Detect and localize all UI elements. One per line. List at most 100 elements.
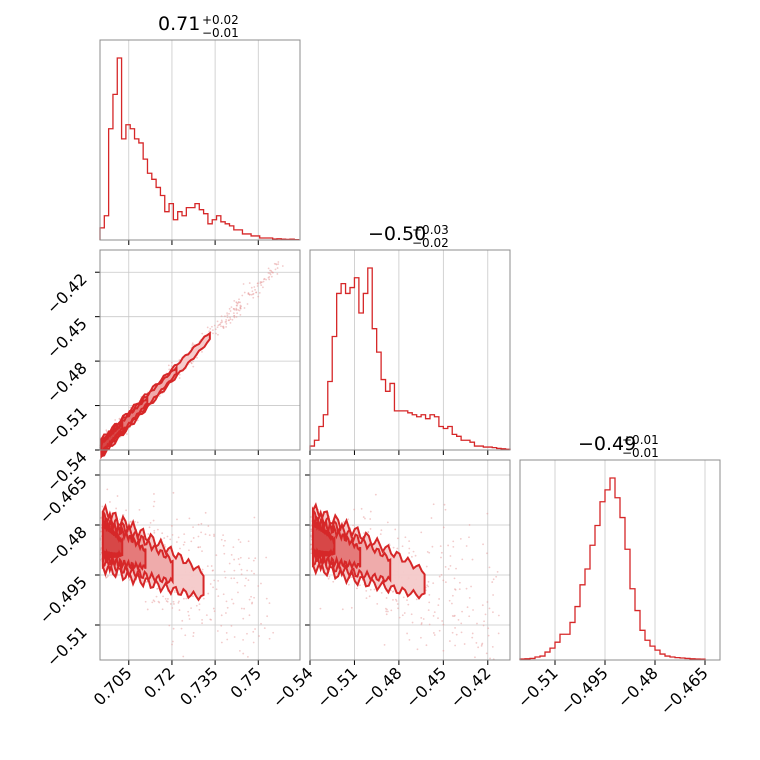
sample-point bbox=[224, 539, 226, 542]
sample-point bbox=[495, 575, 498, 578]
sample-point bbox=[430, 517, 433, 519]
sample-point bbox=[180, 627, 183, 630]
sample-point bbox=[474, 656, 476, 659]
sample-point bbox=[225, 319, 228, 321]
sample-point bbox=[171, 534, 174, 536]
sample-point bbox=[459, 537, 462, 540]
sample-point bbox=[426, 584, 429, 587]
sample-point bbox=[166, 535, 169, 538]
histogram-title: −0.50 bbox=[368, 223, 426, 245]
sample-point bbox=[177, 601, 180, 604]
sample-point bbox=[219, 323, 222, 326]
title-plus-error: +0.03 bbox=[412, 223, 449, 237]
sample-point bbox=[226, 312, 229, 315]
sample-point bbox=[243, 607, 246, 610]
sample-point bbox=[442, 526, 445, 529]
sample-point bbox=[482, 624, 485, 627]
sample-point bbox=[225, 322, 228, 325]
sample-point bbox=[237, 591, 239, 594]
sample-point bbox=[167, 364, 170, 367]
sample-point bbox=[432, 503, 435, 506]
sample-point bbox=[190, 362, 193, 365]
sample-point bbox=[168, 368, 171, 371]
sample-point bbox=[260, 582, 262, 585]
sample-point bbox=[250, 570, 253, 572]
sample-point bbox=[408, 547, 411, 550]
sample-point bbox=[483, 620, 485, 623]
sample-point bbox=[239, 307, 242, 310]
sample-point bbox=[171, 607, 174, 609]
sample-point bbox=[205, 614, 208, 617]
sample-point bbox=[179, 547, 181, 550]
sample-point bbox=[243, 307, 246, 309]
scatter-1-0: −0.54−0.51−0.48−0.45−0.42 bbox=[43, 250, 300, 495]
sample-point bbox=[237, 301, 240, 303]
sample-point bbox=[433, 634, 436, 636]
sample-point bbox=[392, 546, 395, 549]
sample-point bbox=[408, 540, 411, 543]
sample-point bbox=[198, 608, 201, 611]
sample-point bbox=[136, 521, 139, 524]
sample-point bbox=[225, 612, 227, 614]
sample-point bbox=[245, 577, 247, 580]
sample-point bbox=[242, 283, 245, 285]
sample-point bbox=[192, 537, 195, 539]
sample-point bbox=[235, 308, 238, 311]
histogram-title: −0.49 bbox=[578, 433, 636, 455]
sample-point bbox=[209, 583, 212, 585]
contour-level-3 bbox=[100, 393, 149, 456]
sample-point bbox=[170, 361, 173, 364]
sample-point bbox=[246, 632, 248, 635]
sample-point bbox=[212, 569, 214, 572]
sample-point bbox=[253, 596, 255, 599]
sample-point bbox=[225, 600, 228, 603]
sample-point bbox=[239, 541, 242, 544]
sample-point bbox=[384, 607, 387, 610]
sample-point bbox=[240, 573, 243, 576]
sample-point bbox=[360, 507, 363, 510]
sample-point bbox=[222, 593, 225, 596]
x-tick-label: −0.45 bbox=[402, 663, 450, 711]
sample-point bbox=[432, 582, 435, 585]
sample-point bbox=[252, 559, 255, 562]
sample-point bbox=[222, 326, 225, 329]
sample-point bbox=[247, 579, 250, 582]
sample-point bbox=[365, 589, 368, 592]
sample-point bbox=[226, 606, 229, 609]
x-tick-label: 0.705 bbox=[90, 663, 136, 709]
sample-point bbox=[416, 648, 419, 651]
sample-point bbox=[153, 531, 156, 534]
sample-point bbox=[172, 491, 175, 494]
sample-point bbox=[233, 577, 236, 580]
sample-point bbox=[481, 604, 484, 607]
sample-point bbox=[369, 528, 372, 530]
sample-point bbox=[350, 606, 353, 609]
sample-point bbox=[242, 638, 244, 641]
sample-point bbox=[488, 566, 491, 569]
sample-point bbox=[431, 545, 434, 548]
sample-point bbox=[368, 595, 371, 598]
x-tick-label: −0.42 bbox=[447, 663, 495, 711]
sample-point bbox=[192, 631, 195, 634]
sample-point bbox=[220, 614, 223, 617]
sample-point bbox=[376, 603, 379, 605]
sample-point bbox=[152, 505, 155, 508]
sample-point bbox=[374, 493, 377, 496]
sample-point bbox=[149, 521, 152, 524]
sample-point bbox=[138, 508, 141, 511]
y-tick-label: −0.48 bbox=[43, 522, 91, 570]
sample-point bbox=[169, 538, 172, 541]
sample-point bbox=[455, 633, 458, 636]
sample-point bbox=[256, 282, 259, 285]
sample-point bbox=[163, 537, 166, 539]
sample-point bbox=[240, 607, 243, 610]
sample-point bbox=[217, 579, 220, 582]
sample-point bbox=[232, 602, 235, 605]
sample-point bbox=[187, 610, 190, 613]
sample-point bbox=[267, 272, 270, 274]
sample-point bbox=[258, 635, 260, 637]
sample-point bbox=[228, 312, 230, 315]
sample-point bbox=[347, 518, 350, 521]
sample-point bbox=[273, 262, 276, 265]
sample-point bbox=[183, 541, 186, 544]
